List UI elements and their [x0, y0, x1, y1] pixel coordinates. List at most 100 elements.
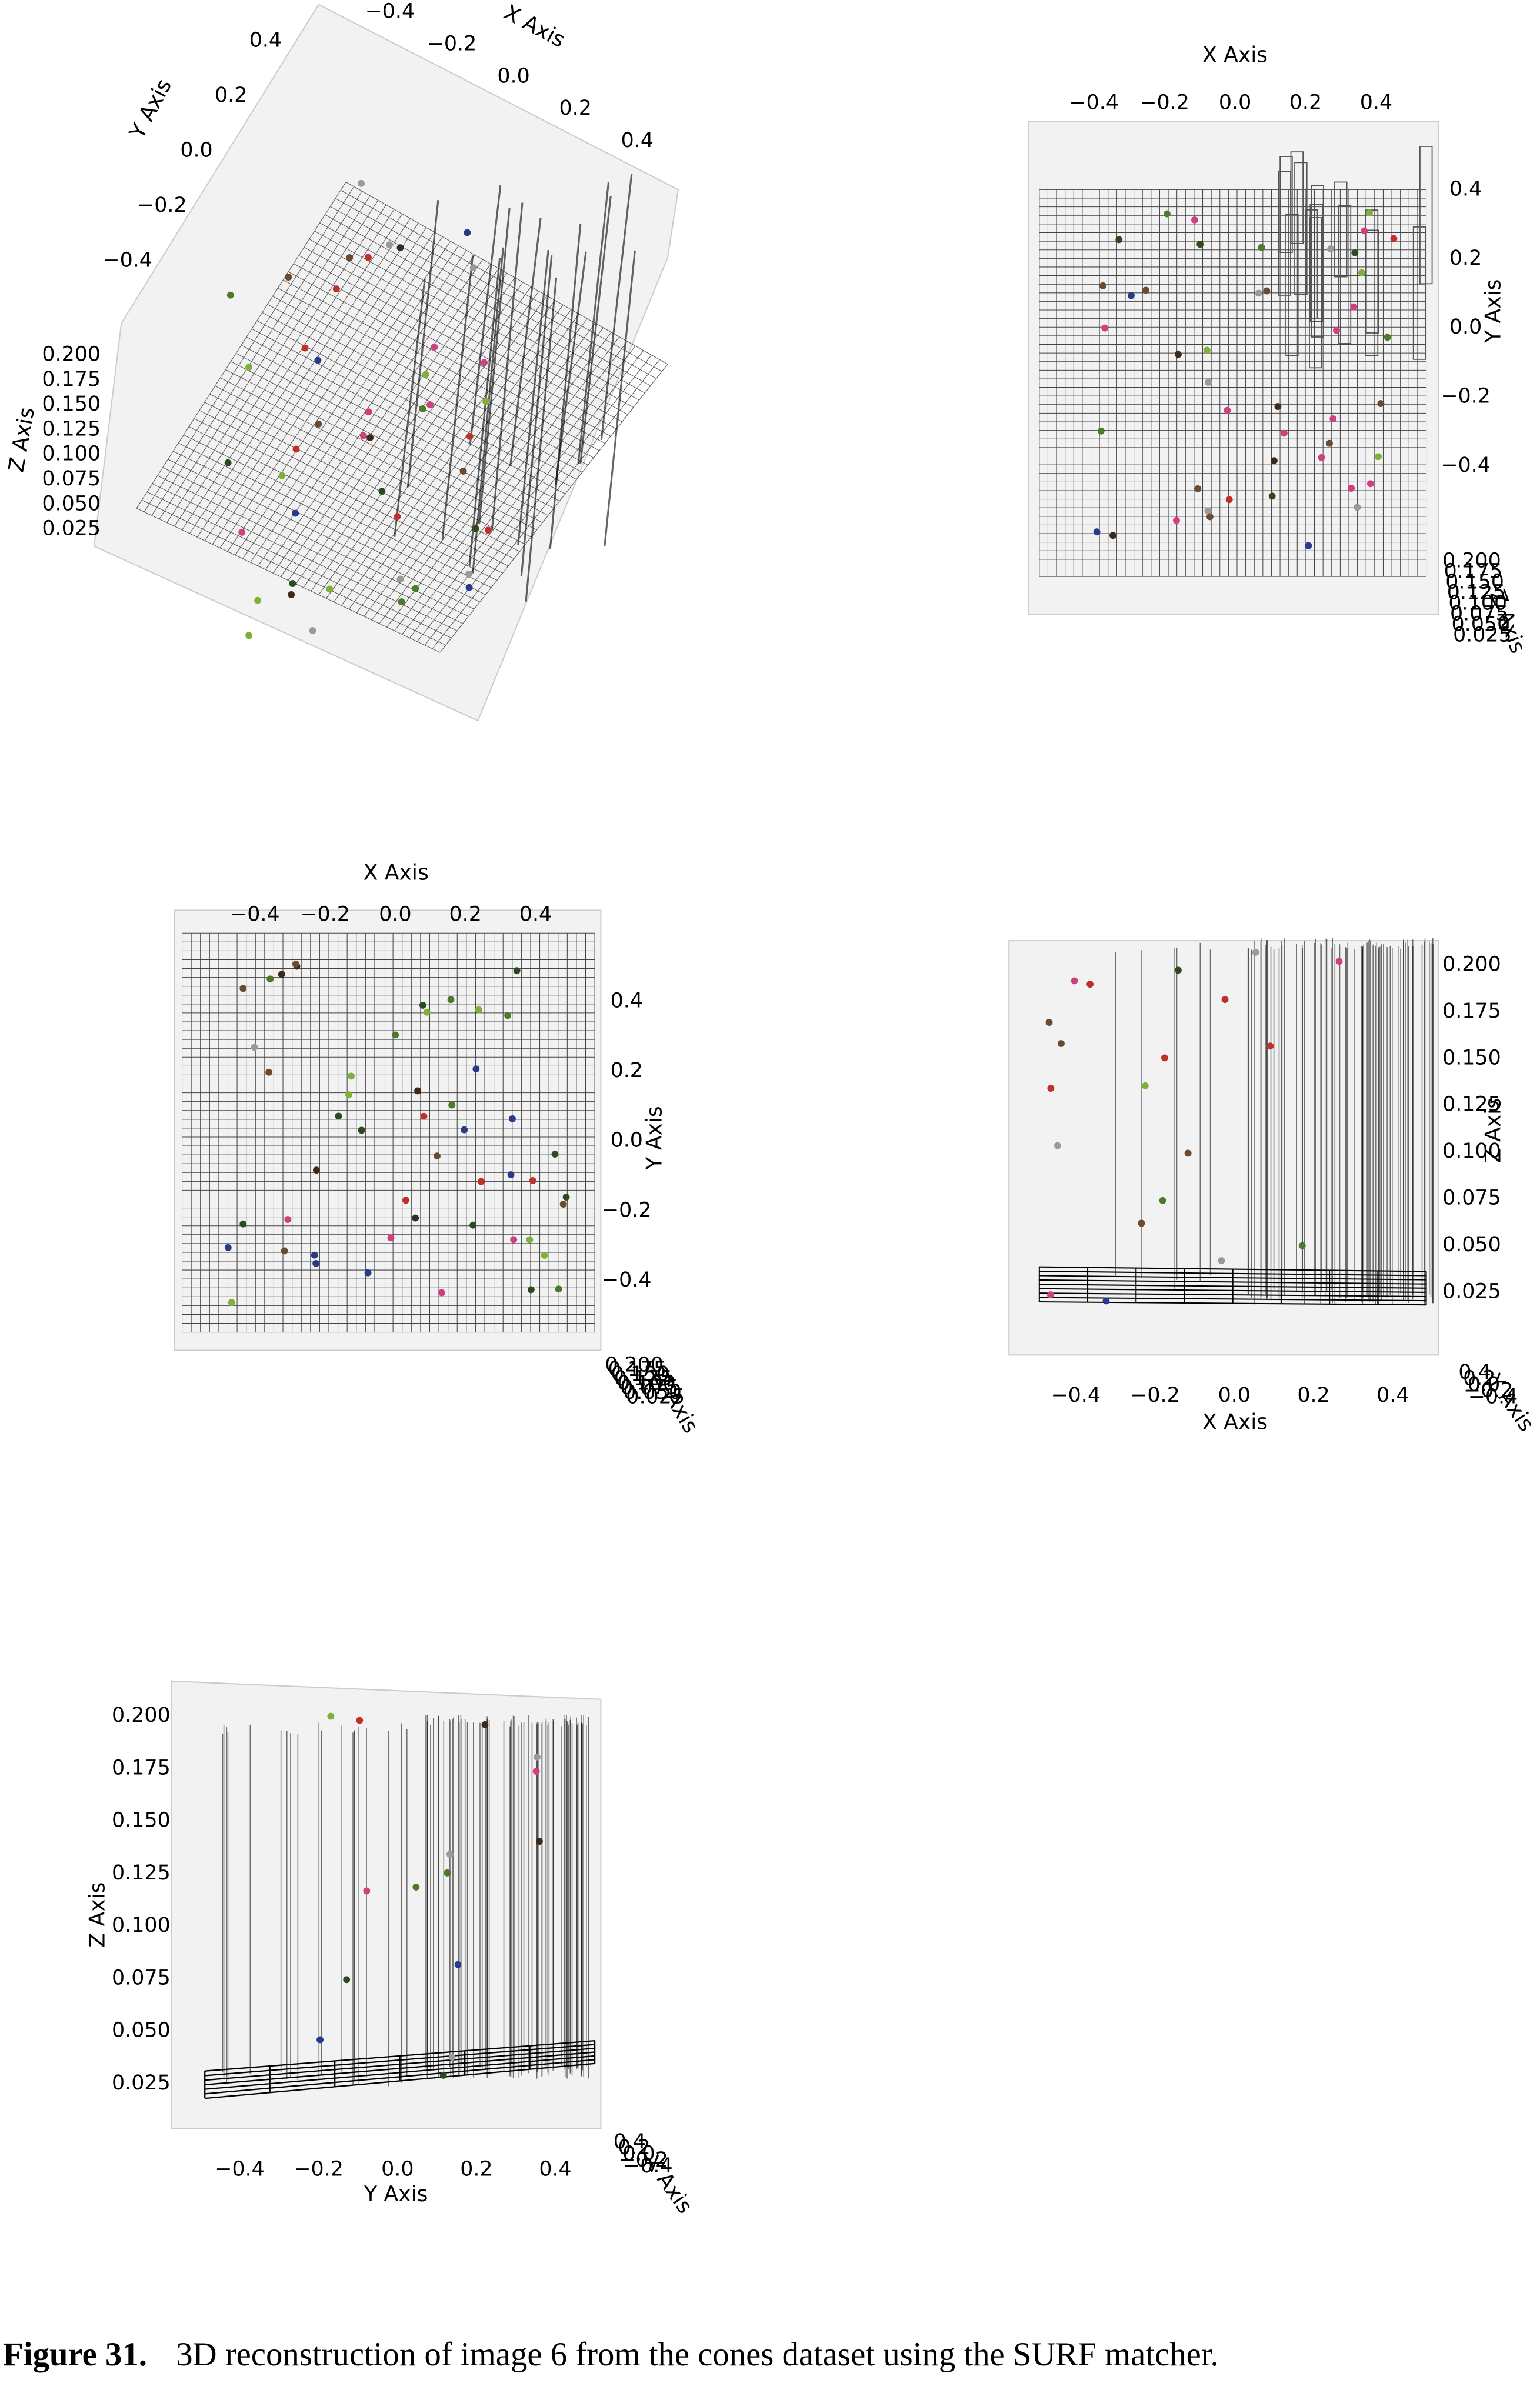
mesh-line	[295, 277, 515, 584]
tick-label: −0.4	[623, 2154, 673, 2178]
point	[559, 1201, 567, 1208]
point	[364, 1269, 372, 1277]
point	[414, 1087, 422, 1095]
wire-box	[1311, 185, 1324, 338]
point	[378, 488, 386, 495]
point	[464, 229, 471, 236]
point	[394, 513, 401, 521]
tick-label: −0.4	[365, 0, 415, 24]
point	[396, 575, 404, 583]
tick-label: 0.200	[605, 1353, 664, 1377]
point	[278, 971, 285, 978]
axis-title: Y Axis	[124, 75, 176, 144]
point	[1093, 528, 1101, 536]
caption-label: Figure 31.	[3, 2336, 147, 2373]
point	[1138, 1219, 1145, 1227]
point	[482, 398, 489, 405]
point	[1054, 1142, 1061, 1149]
axis-title: Y Axis	[1481, 279, 1506, 344]
point	[1377, 400, 1385, 408]
point	[448, 1101, 456, 1109]
tick-label: 0.0	[497, 64, 529, 88]
point	[239, 1220, 247, 1228]
tick-label: 0.2	[611, 1059, 643, 1082]
point	[386, 241, 394, 249]
tick-label: 0.025	[1442, 1280, 1501, 1304]
point	[1263, 287, 1271, 295]
point	[365, 254, 372, 261]
point	[359, 432, 367, 439]
tick-label: 0.4	[611, 989, 643, 1012]
mesh-line	[340, 189, 662, 372]
point	[1348, 485, 1355, 492]
point	[1101, 324, 1109, 332]
point	[402, 1197, 409, 1204]
tick-label: −0.4	[1051, 1384, 1101, 1407]
point	[281, 1247, 288, 1255]
tick-label: 0.025	[626, 1385, 685, 1409]
point	[251, 1044, 258, 1051]
mesh-line	[318, 291, 539, 595]
point	[1206, 513, 1214, 521]
tick-label: 0.125	[1447, 581, 1506, 604]
mesh-line	[348, 309, 572, 609]
mesh-line	[256, 320, 571, 487]
tick-label: 0.175	[1444, 559, 1503, 583]
mesh-line	[402, 341, 628, 635]
point	[363, 1887, 371, 1895]
tick-label: 0.200	[42, 343, 101, 366]
tick-label: −0.2	[1139, 91, 1189, 114]
wire-line	[469, 185, 502, 445]
tick-label: 0.100	[617, 1371, 676, 1395]
pane	[171, 1680, 602, 2129]
point	[1115, 236, 1123, 244]
mesh-line	[1039, 1288, 1426, 1293]
point	[1305, 542, 1312, 549]
point	[1225, 496, 1233, 504]
wire-line	[491, 202, 524, 530]
tick-label: −0.2	[137, 194, 187, 217]
point	[346, 254, 354, 261]
point	[316, 2036, 324, 2044]
axis-title: Z Axis	[1481, 1098, 1506, 1163]
tick-label: 0.075	[112, 1966, 171, 1989]
point	[1271, 457, 1278, 465]
point	[1258, 244, 1265, 251]
point	[1046, 1291, 1054, 1298]
wire-line	[525, 277, 558, 602]
tick-label: 0.4	[539, 2157, 571, 2181]
point	[1361, 227, 1368, 235]
point	[1252, 949, 1259, 956]
point	[510, 1236, 518, 1244]
tick-label: 0.4	[249, 29, 282, 52]
point	[1128, 292, 1135, 299]
point	[446, 1851, 454, 1858]
tick-label: 0.025	[42, 517, 101, 541]
point	[465, 571, 472, 578]
point	[485, 526, 492, 534]
tick-label: 0.0	[1468, 1373, 1500, 1397]
tick-label: −0.2	[300, 902, 350, 926]
point	[1097, 427, 1105, 435]
labels: X Axis−0.4−0.20.00.20.4Y Axis0.40.20.0−0…	[3, 0, 1539, 2218]
tick-label: 0.175	[1442, 999, 1501, 1023]
tick-label: 0.4	[621, 129, 654, 152]
point	[1184, 1149, 1192, 1157]
axis-title: Z Axis	[3, 405, 39, 474]
point	[313, 1166, 320, 1174]
wire-box	[1419, 146, 1433, 285]
point	[1280, 429, 1288, 437]
point	[239, 985, 247, 992]
pane	[1008, 940, 1439, 1356]
point	[1326, 439, 1333, 447]
wire-line	[468, 258, 501, 566]
point	[439, 2071, 447, 2079]
point	[335, 1112, 342, 1120]
point	[245, 632, 253, 639]
point	[1071, 977, 1078, 985]
tick-label: 0.150	[42, 392, 101, 416]
point	[1086, 981, 1094, 988]
tick-label: 0.0	[1449, 315, 1482, 339]
point	[513, 967, 521, 975]
point	[265, 1068, 273, 1076]
